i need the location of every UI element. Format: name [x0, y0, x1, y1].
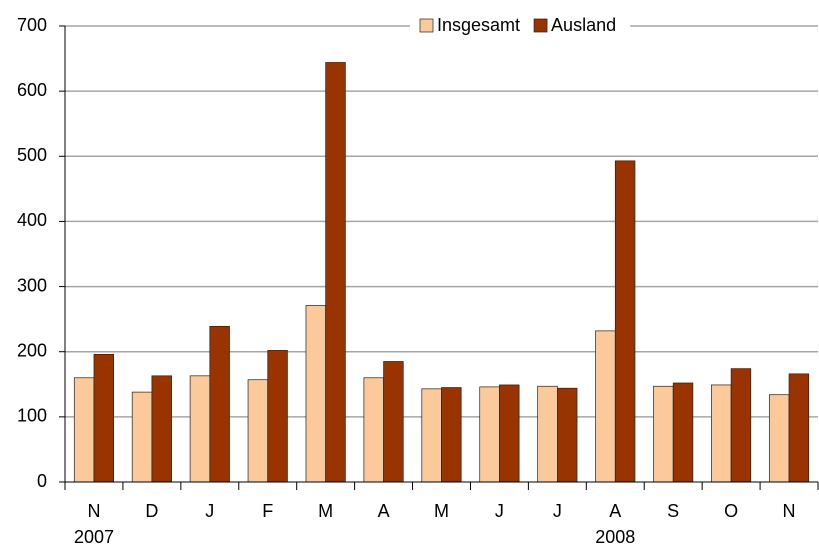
bar — [267, 350, 288, 483]
x-tick-label: D — [145, 501, 158, 521]
bar — [247, 379, 269, 483]
y-tick-label: 300 — [17, 275, 47, 295]
x-tick-label: J — [205, 501, 214, 521]
bar — [209, 325, 230, 483]
bar — [653, 385, 674, 483]
bar — [537, 385, 558, 483]
bar — [730, 368, 752, 483]
y-tick-label: 0 — [37, 471, 47, 491]
y-tick-label: 500 — [17, 145, 47, 165]
legend-box — [410, 12, 631, 40]
y-tick-label: 200 — [17, 340, 47, 360]
bar — [479, 386, 500, 483]
bar — [131, 391, 153, 483]
bar — [363, 377, 384, 483]
legend-swatch — [533, 18, 548, 33]
legend-label: Ausland — [551, 15, 616, 35]
legend-swatch — [419, 18, 434, 33]
y-tick-label: 600 — [17, 80, 47, 100]
y-tick-label: 400 — [17, 210, 47, 230]
bar — [788, 373, 810, 483]
bar — [441, 387, 462, 483]
x-tick-label: M — [434, 501, 449, 521]
bar — [151, 375, 172, 483]
x-tick-label: J — [495, 501, 504, 521]
bar — [305, 305, 327, 483]
bar — [768, 394, 790, 483]
x-tick-label: O — [724, 501, 738, 521]
bar — [614, 160, 636, 483]
x-tick-label: N — [87, 501, 100, 521]
bar — [595, 330, 616, 483]
x-tick-label: F — [262, 501, 273, 521]
bar — [711, 384, 732, 483]
x-tick-label: N — [783, 501, 796, 521]
bar — [672, 382, 694, 483]
y-tick-label: 700 — [17, 15, 47, 35]
x-tick-label: M — [318, 501, 333, 521]
x-tick-label: S — [667, 501, 679, 521]
legend-label: Insgesamt — [437, 15, 520, 35]
bar — [421, 388, 442, 483]
bar — [93, 353, 115, 483]
x-tick-label: A — [609, 501, 621, 521]
year-label: 2008 — [595, 527, 635, 547]
year-label: 2007 — [74, 527, 114, 547]
bar — [189, 375, 211, 483]
bar — [556, 387, 578, 483]
bar — [383, 361, 404, 483]
x-tick-label: J — [553, 501, 562, 521]
y-tick-label: 100 — [17, 406, 47, 426]
x-tick-label: A — [378, 501, 390, 521]
bar — [73, 377, 95, 483]
bar — [499, 384, 520, 483]
bar — [325, 62, 346, 483]
